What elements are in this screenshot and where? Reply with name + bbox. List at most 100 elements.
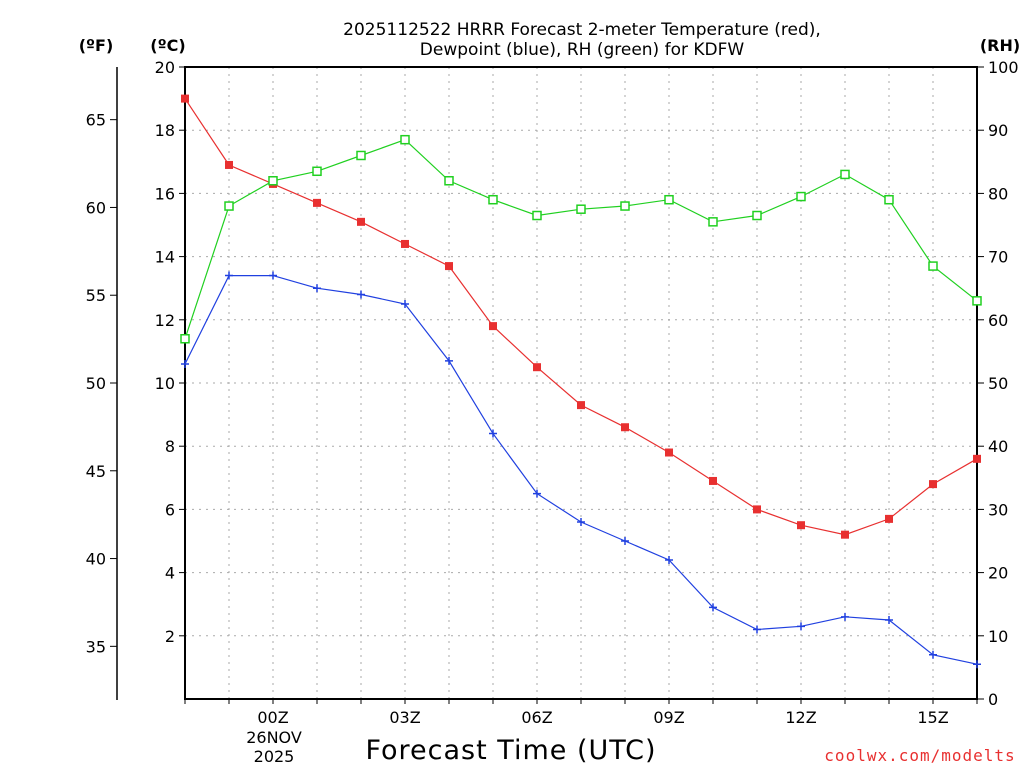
dewpoint-point (577, 518, 585, 527)
celsius-tick-label: 20 (155, 58, 175, 77)
credit-text: coolwx.com/modelts (824, 746, 1015, 765)
gridlines (185, 67, 977, 699)
temperature-point (841, 530, 849, 539)
rh-point (312, 166, 322, 177)
temperature-point (489, 322, 497, 331)
dewpoint-point (313, 284, 321, 293)
chart-title-line1: 2025112522 HRRR Forecast 2-meter Tempera… (343, 20, 821, 40)
celsius-tick-label: 10 (155, 374, 175, 393)
temperature-point (357, 217, 365, 226)
celsius-tick-label: 6 (165, 500, 175, 519)
temperature-point (577, 401, 585, 410)
fahrenheit-tick-label: 60 (86, 198, 106, 217)
rh-tick-label: 70 (988, 248, 1008, 267)
rh-unit-label: (RH) (980, 36, 1020, 55)
dewpoint-point (181, 360, 189, 369)
dewpoint-point (489, 429, 497, 438)
celsius-unit-label: (ºC) (150, 36, 185, 55)
celsius-tick-label: 12 (155, 311, 175, 330)
dewpoint-point (929, 650, 937, 659)
temperature-point (181, 94, 189, 103)
rh-point (840, 169, 850, 180)
temperature-point (445, 262, 453, 271)
dewpoint-point (885, 616, 893, 624)
temperature-point (797, 521, 805, 530)
rh-point (268, 176, 278, 186)
dewpoint-point (753, 625, 761, 634)
x-tick-label: 00Z (257, 708, 288, 727)
celsius-tick-label: 8 (165, 437, 175, 456)
temperature-point (401, 239, 409, 248)
x-axis-label: Forecast Time (UTC) (365, 735, 656, 766)
celsius-tick-label: 16 (155, 184, 175, 203)
x-tick-label: 06Z (521, 708, 552, 727)
fahrenheit-tick-label: 50 (86, 374, 106, 393)
chart-title-line2: Dewpoint (blue), RH (green) for KDFW (420, 40, 745, 60)
rh-point (752, 210, 762, 221)
x-tick-label: 03Z (389, 708, 420, 727)
x-tick-label: 15Z (917, 708, 948, 727)
dewpoint-point (841, 612, 849, 621)
temperature-point (665, 448, 673, 457)
fahrenheit-tick-label: 35 (86, 637, 106, 656)
dewpoint-point (445, 356, 453, 365)
celsius-tick-label: 4 (165, 564, 175, 583)
rh-point (664, 194, 674, 205)
dewpoint-point (225, 271, 233, 280)
temperature-line (184, 98, 978, 536)
rh-point (532, 210, 542, 221)
rh-tick-label: 80 (988, 184, 1008, 203)
rh-line (184, 139, 978, 339)
rh-point (400, 134, 410, 145)
rh-point (928, 261, 938, 271)
celsius-tick-label: 14 (155, 248, 175, 267)
dewpoint-point (709, 603, 717, 612)
rh-tick-label: 10 (988, 627, 1008, 646)
rh-tick-label: 50 (988, 374, 1008, 393)
series-layer (180, 94, 982, 669)
dewpoint-point (973, 660, 981, 669)
dewpoint-point (357, 290, 365, 299)
celsius-tick-label: 18 (155, 121, 175, 140)
fahrenheit-tick-label: 55 (86, 286, 106, 305)
rh-point (180, 334, 190, 344)
temperature-point (225, 160, 233, 169)
rh-point (620, 201, 630, 211)
temperature-point (753, 505, 761, 514)
dewpoint-point (533, 489, 541, 498)
date-label-day: 26NOV (246, 728, 302, 747)
x-tick-label: 09Z (653, 708, 684, 727)
dewpoint-point (665, 555, 673, 564)
fahrenheit-unit-label: (ºF) (79, 36, 114, 55)
rh-tick-label: 20 (988, 564, 1008, 583)
temperature-point (313, 198, 321, 207)
rh-tick-label: 0 (988, 690, 998, 709)
temperature-point (973, 454, 981, 463)
axes: 2 4 6 8 10 12 14 16 18 20 35 40 45 50 55 60 65 0 10 20 30 40 5… (86, 58, 1019, 727)
dewpoint-point (621, 537, 629, 545)
rh-tick-label: 90 (988, 121, 1008, 140)
temperature-point (929, 480, 937, 489)
temperature-point (621, 423, 629, 432)
fahrenheit-tick-label: 65 (86, 111, 106, 130)
fahrenheit-tick-label: 40 (86, 550, 106, 569)
temperature-point (885, 514, 893, 523)
temperature-point (709, 476, 717, 485)
rh-tick-label: 60 (988, 311, 1008, 330)
date-label-year: 2025 (254, 747, 295, 766)
rh-tick-label: 40 (988, 437, 1008, 456)
rh-point (356, 150, 366, 161)
dewpoint-point (269, 271, 277, 280)
rh-tick-label: 30 (988, 500, 1008, 519)
rh-point (488, 194, 498, 205)
celsius-tick-label: 2 (165, 627, 175, 646)
temperature-point (533, 363, 541, 372)
rh-point (972, 296, 982, 306)
fahrenheit-tick-label: 45 (86, 462, 106, 481)
rh-point (224, 201, 234, 211)
x-tick-label: 12Z (785, 708, 816, 727)
rh-point (884, 194, 894, 205)
rh-point (444, 176, 454, 186)
